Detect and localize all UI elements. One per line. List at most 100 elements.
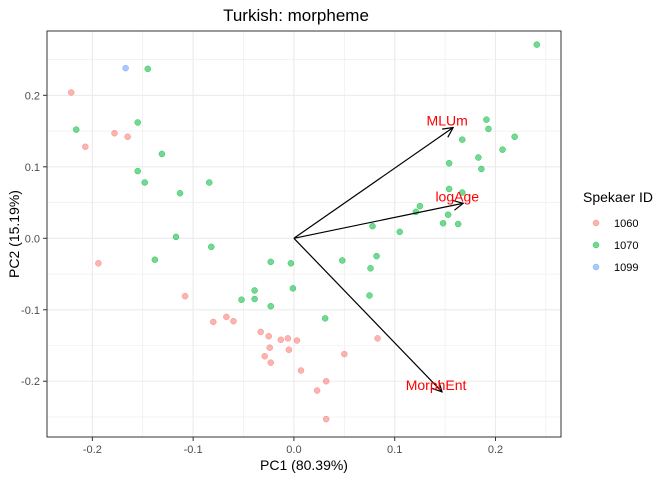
y-tick-label: -0.2 — [21, 376, 40, 388]
x-tick-label: -0.1 — [184, 444, 203, 456]
scatter-point-1070 — [144, 65, 152, 73]
scatter-point-1070 — [454, 220, 462, 228]
legend-key-1070 — [592, 241, 600, 249]
legend-label-1099: 1099 — [614, 262, 638, 274]
scatter-point-1070 — [499, 146, 506, 153]
y-tick-label: -0.1 — [21, 305, 40, 317]
scatter-point-1070 — [176, 190, 184, 197]
y-axis-ticks: -0.2 -0.1 0.0 0.1 0.2 — [21, 90, 47, 388]
scatter-point-1070 — [475, 154, 482, 161]
scatter-point-1060 — [82, 143, 89, 151]
scatter-point-1070 — [251, 295, 258, 303]
scatter-point-1060 — [111, 129, 118, 137]
scatter-point-1070 — [533, 41, 541, 48]
loading-arrow — [293, 237, 442, 392]
loading-arrows — [293, 127, 463, 392]
scatter-point-1060 — [261, 352, 268, 360]
scatter-point-1070 — [483, 116, 490, 123]
scatter-point-1060 — [293, 337, 301, 344]
scatter-point-1060 — [341, 350, 348, 358]
scatter-point-1060 — [210, 318, 217, 326]
legend-entries: 1060 1070 1099 — [592, 218, 638, 274]
scatter-point-1070 — [267, 258, 274, 266]
x-tick-label: 0.0 — [286, 444, 301, 456]
y-axis-title: PC2 (15.19%) — [6, 190, 22, 278]
scatter-point-1060 — [265, 332, 272, 340]
scatter-point-1070 — [287, 260, 295, 267]
scatter-point-1070 — [367, 265, 374, 272]
plot-panel — [47, 31, 561, 437]
x-tick-label: 0.2 — [488, 444, 503, 456]
scatter-point-1070 — [151, 256, 159, 263]
scatter-point-1060 — [181, 292, 189, 300]
scatter-point-1060 — [230, 317, 237, 325]
loading-label: logAge — [435, 188, 479, 204]
scatter-point-1070 — [511, 133, 518, 141]
scatter-point-1070 — [134, 119, 141, 126]
scatter-point-1060 — [124, 133, 131, 141]
scatter-point-1060 — [322, 415, 330, 423]
x-axis-ticks: -0.2 -0.1 0.0 0.1 0.2 — [83, 437, 503, 456]
scatter-point-1070 — [267, 302, 274, 310]
scatter-point-1070 — [172, 233, 180, 241]
scatter-point-1070 — [478, 165, 485, 173]
scatter-point-1070 — [366, 292, 373, 299]
legend-label-1060: 1060 — [614, 218, 638, 230]
scatter-point-1060 — [277, 336, 285, 344]
scatter-point-1070 — [321, 315, 329, 322]
scatter-point-1070 — [72, 126, 80, 133]
scatter-point-1070 — [396, 228, 403, 236]
scatter-point-1060 — [95, 260, 102, 267]
chart-title: Turkish: morpheme — [223, 6, 369, 25]
legend: Spekaer ID 1060 1070 1099 — [583, 189, 653, 274]
loading-label: MorphEnt — [406, 377, 467, 393]
scatter-point-1070 — [445, 185, 453, 193]
loading-arrow — [293, 127, 453, 239]
grid-minor — [47, 31, 561, 437]
grid-major — [47, 31, 561, 437]
scatter-point-1070 — [289, 285, 297, 292]
scatter-point-1070 — [206, 179, 213, 186]
scatter-point-1060 — [284, 335, 292, 342]
x-tick-label: 0.1 — [387, 444, 402, 456]
scatter-point-1070 — [445, 159, 453, 167]
scatter-point-1060 — [223, 313, 230, 321]
scatter-point-1060 — [285, 346, 293, 354]
plot-border — [46, 30, 562, 438]
scatter-point-1070 — [238, 296, 245, 304]
scatter-point-1070 — [339, 257, 346, 264]
y-tick-label: 0.2 — [25, 90, 40, 102]
scatter-point-1070 — [373, 252, 380, 260]
legend-label-1070: 1070 — [614, 240, 638, 252]
loading-arrow — [293, 203, 463, 239]
scatter-point-1099 — [122, 64, 129, 72]
scatter-point-1060 — [374, 335, 381, 342]
legend-title: Spekaer ID — [583, 189, 653, 205]
x-tick-label: -0.2 — [83, 444, 102, 456]
scatter-point-1070 — [251, 287, 258, 294]
scatter-point-1070 — [485, 125, 492, 133]
scatter-point-1070 — [444, 211, 452, 218]
scatter-point-1060 — [67, 89, 75, 96]
scatter-point-1070 — [134, 167, 141, 175]
y-tick-label: 0.0 — [25, 233, 40, 245]
scatter-point-1060 — [266, 344, 273, 351]
scatter-point-1070 — [208, 243, 215, 251]
scatter-point-1070 — [369, 222, 376, 230]
y-tick-label: 0.1 — [25, 162, 40, 174]
scatter-point-1060 — [297, 367, 305, 374]
scatter-point-1070 — [458, 136, 466, 143]
legend-key-1099 — [592, 263, 600, 271]
scatter-point-1060 — [267, 359, 274, 366]
scatter-point-1060 — [257, 328, 264, 336]
data-points — [67, 41, 541, 423]
scatter-point-1070 — [141, 179, 149, 186]
legend-key-1060 — [592, 219, 600, 227]
scatter-point-1070 — [416, 202, 424, 210]
scatter-point-1070 — [439, 220, 447, 227]
scatter-point-1060 — [313, 387, 321, 394]
x-axis-title: PC1 (80.39%) — [260, 457, 348, 473]
scatter-point-1060 — [322, 377, 330, 385]
loading-labels: MLUm logAge MorphEnt — [406, 112, 480, 392]
